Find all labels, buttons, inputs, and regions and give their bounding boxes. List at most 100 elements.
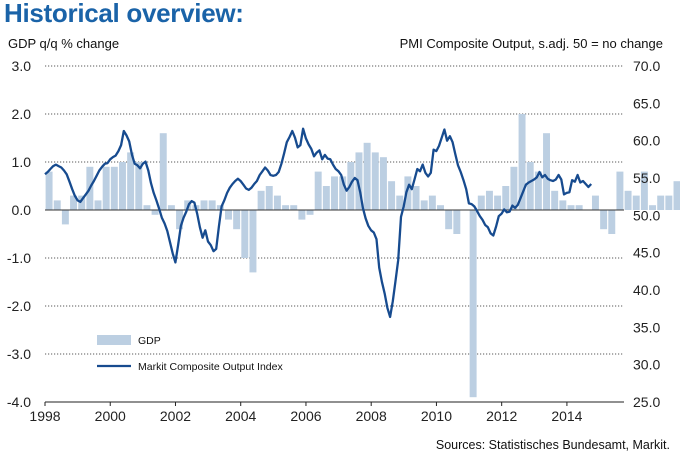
gdp-bar <box>494 195 502 210</box>
gdp-bar <box>159 133 167 210</box>
x-tick-label: 2008 <box>356 408 387 424</box>
gdp-bar <box>110 166 118 210</box>
gdp-bar <box>135 162 143 210</box>
gdp-bar <box>339 176 347 210</box>
gdp-bar <box>371 152 379 210</box>
gdp-bar <box>502 186 510 210</box>
x-tick-label: 2000 <box>95 408 126 424</box>
gdp-bar <box>151 210 159 215</box>
gdp-bar <box>559 200 567 210</box>
right-tick-label: 65.0 <box>633 95 660 111</box>
gdp-bar <box>322 186 330 210</box>
left-axis-label: GDP q/q % change <box>8 36 120 51</box>
left-tick-label: 2.0 <box>12 106 32 122</box>
x-tick-label: 2006 <box>290 408 321 424</box>
gdp-bar <box>70 195 78 210</box>
left-tick-label: 3.0 <box>12 58 32 74</box>
gdp-bar <box>200 200 208 210</box>
gdp-bar <box>445 210 453 230</box>
gdp-bar <box>306 210 314 215</box>
gdp-bar <box>420 200 428 210</box>
x-tick-label: 2014 <box>551 408 582 424</box>
gdp-bar <box>485 190 493 210</box>
source-note: Sources: Statistisches Bundesamt, Markit… <box>435 438 670 452</box>
gdp-bar <box>404 176 412 210</box>
gdp-bar <box>657 195 665 210</box>
chart-title: Historical overview: <box>4 0 244 28</box>
gdp-bar <box>94 200 102 210</box>
gdp-bar <box>388 181 396 210</box>
gdp-bar <box>143 205 151 210</box>
x-tick-label: 2010 <box>421 408 452 424</box>
left-tick-label: 0.0 <box>12 202 32 218</box>
gdp-bar <box>225 210 232 220</box>
gdp-bar <box>616 171 624 210</box>
left-tick-label: 1.0 <box>12 154 32 170</box>
gdp-bar <box>510 166 518 210</box>
x-tick-label: 1998 <box>29 408 60 424</box>
gdp-bar <box>551 190 559 210</box>
gdp-bar <box>331 176 338 210</box>
right-axis-label: PMI Composite Output, s.adj. 50 = no cha… <box>399 36 663 51</box>
gdp-bar <box>624 190 632 210</box>
gdp-bar <box>412 186 420 210</box>
gdp-bar <box>608 210 616 234</box>
gdp-bar <box>428 195 436 210</box>
right-tick-label: 35.0 <box>633 319 660 335</box>
gdp-bar <box>665 195 673 210</box>
right-tick-label: 60.0 <box>633 133 660 149</box>
left-tick-label: -1.0 <box>7 250 31 266</box>
gdp-bar <box>45 171 53 210</box>
gdp-bar <box>526 162 534 210</box>
left-tick-label: -4.0 <box>7 394 31 410</box>
gdp-bar <box>290 205 298 210</box>
gdp-bar <box>632 195 640 210</box>
right-tick-label: 70.0 <box>633 58 660 74</box>
legend-gdp-swatch <box>97 335 131 345</box>
gdp-bar <box>127 152 135 210</box>
gdp-bar <box>273 195 281 210</box>
gdp-bar <box>78 195 86 210</box>
gdp-bar <box>102 166 110 210</box>
gdp-bar <box>640 171 648 210</box>
gdp-bar <box>591 195 599 210</box>
gdp-bar <box>600 210 608 230</box>
x-tick-label: 2002 <box>160 408 191 424</box>
x-tick-label: 2012 <box>486 408 517 424</box>
gdp-bar <box>437 205 444 210</box>
gdp-bar <box>118 162 126 210</box>
gdp-bar <box>649 205 657 210</box>
gdp-bar <box>167 205 175 210</box>
gdp-bar <box>355 152 363 210</box>
left-tick-label: -3.0 <box>7 346 31 362</box>
pmi-line <box>44 127 593 319</box>
left-tick-label: -2.0 <box>7 298 31 314</box>
gdp-bar <box>518 114 526 210</box>
gdp-bar <box>61 210 69 225</box>
right-tick-label: 40.0 <box>633 282 660 298</box>
right-tick-label: 55.0 <box>633 170 660 186</box>
right-tick-label: 30.0 <box>633 357 660 373</box>
x-tick-label: 2004 <box>225 408 256 424</box>
gdp-bar <box>176 210 184 230</box>
right-tick-label: 25.0 <box>633 394 660 410</box>
gdp-bar <box>282 205 290 210</box>
gdp-bar <box>249 210 257 273</box>
legend-gdp-label: GDP <box>138 335 161 347</box>
right-tick-label: 45.0 <box>633 245 660 261</box>
gdp-bar <box>363 142 371 210</box>
gdp-bar <box>469 210 477 398</box>
gdp-bar <box>53 200 61 210</box>
gdp-bar <box>543 133 551 210</box>
gdp-bar <box>379 157 387 210</box>
right-tick-label: 50.0 <box>633 207 660 223</box>
gdp-bar <box>208 200 216 210</box>
gdp-bar <box>396 195 404 210</box>
gdp-bar <box>453 210 461 234</box>
gdp-bar <box>314 171 322 210</box>
legend-pmi-label: Markit Composite Output Index <box>138 361 283 373</box>
gdp-bar <box>265 186 273 210</box>
gdp-bar <box>673 181 680 210</box>
gdp-bar <box>575 205 583 210</box>
